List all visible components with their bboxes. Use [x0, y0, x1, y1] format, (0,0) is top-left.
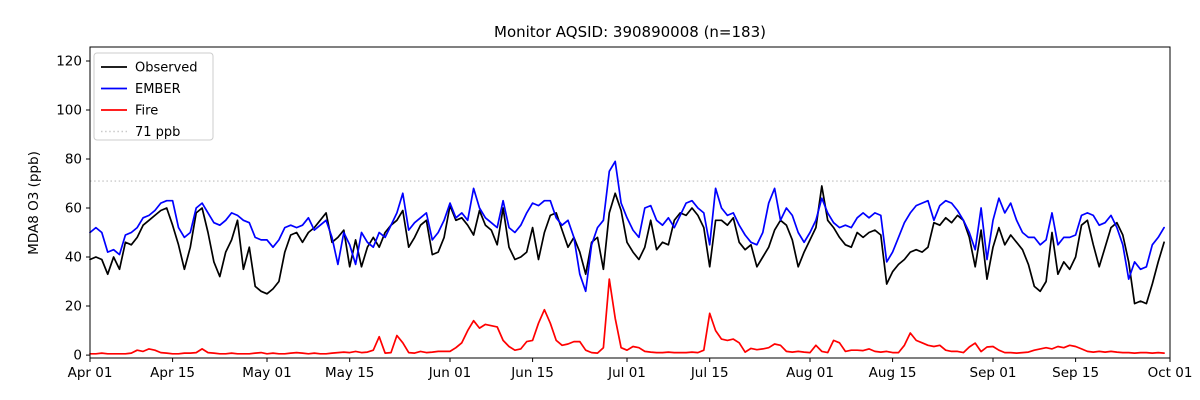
- x-tick-label: Oct 01: [1148, 365, 1193, 381]
- y-tick-label: 100: [56, 103, 82, 119]
- x-tick-label: Aug 01: [786, 365, 834, 381]
- x-tick-label: Jul 01: [607, 365, 646, 381]
- series-line-fire: [89, 278, 1165, 355]
- y-tick-label: 20: [65, 299, 82, 315]
- x-tick-label: Jun 01: [428, 365, 472, 381]
- legend-box: [93, 52, 214, 141]
- x-tick-label: Sep 15: [1052, 365, 1099, 381]
- x-tick-label: Apr 01: [68, 365, 113, 381]
- y-axis-label: MDA8 O3 (ppb): [26, 151, 42, 255]
- series-line-observed: [89, 185, 1165, 305]
- legend-label-observed: Observed: [135, 61, 198, 76]
- legend-label-fire: Fire: [135, 104, 158, 119]
- x-tick-label: May 01: [242, 365, 291, 381]
- legend-label-71-ppb: 71 ppb: [135, 125, 180, 140]
- y-tick-label: 60: [65, 201, 82, 217]
- legend-label-ember: EMBER: [135, 82, 181, 97]
- y-tick-label: 80: [65, 152, 82, 168]
- y-tick-label: 120: [56, 54, 82, 70]
- x-tick-label: May 15: [325, 365, 374, 381]
- x-tick-label: Jul 15: [690, 365, 729, 381]
- plot-area: Apr 01 Apr 15 May 01 May 15 Jun 01 Jun 15 Jul …: [56, 46, 1193, 381]
- x-tick-label: Jun 15: [510, 365, 554, 381]
- chart-title: Monitor AQSID: 390890008 (n=183): [494, 23, 766, 41]
- y-tick-label: 0: [73, 348, 82, 364]
- series-line-ember: [89, 160, 1165, 293]
- x-tick-label: Sep 01: [970, 365, 1017, 381]
- x-tick-label: Aug 15: [869, 365, 917, 381]
- axes-spines: [89, 46, 1171, 359]
- x-tick-label: Apr 15: [150, 365, 195, 381]
- y-tick-label: 40: [65, 250, 82, 266]
